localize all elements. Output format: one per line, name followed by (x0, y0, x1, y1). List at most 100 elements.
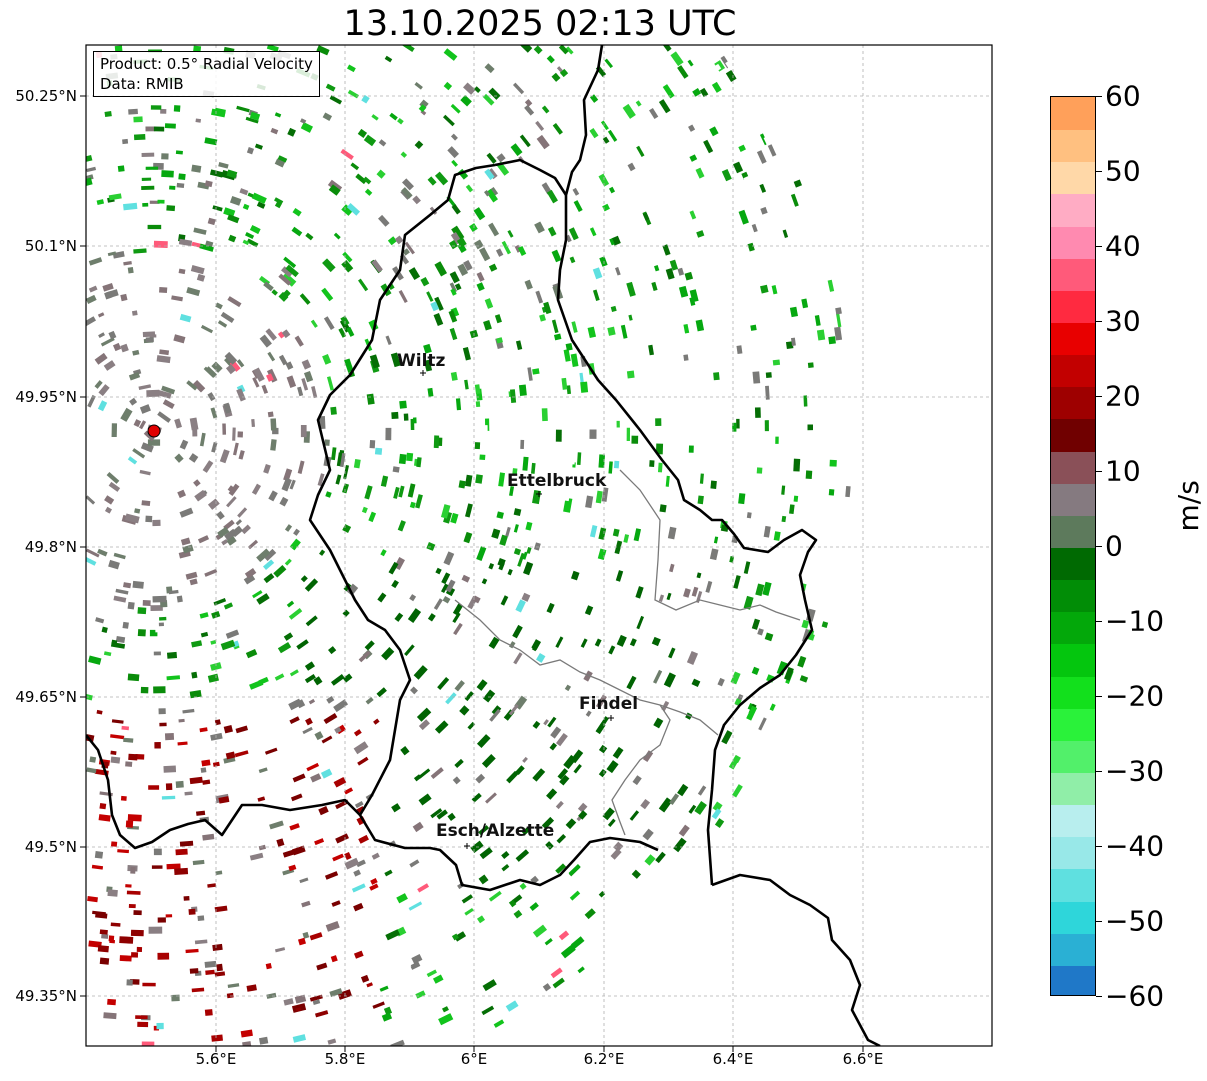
echo-pixel (608, 186, 616, 194)
echo-pixel (781, 515, 787, 523)
echo-pixel (342, 524, 352, 533)
echo-pixel (508, 899, 517, 908)
x-axis-label: 6.4°E (712, 1050, 754, 1068)
echo-pixel (384, 869, 393, 877)
echo-pixel (442, 596, 451, 604)
echo-pixel (373, 718, 380, 725)
echo-pixel (86, 177, 93, 187)
city-markers (420, 370, 614, 849)
echo-pixel (470, 862, 483, 874)
echo-pixel (451, 933, 459, 941)
echo-pixel (353, 729, 362, 737)
echo-pixel (205, 366, 217, 378)
echo-pixel (333, 316, 339, 324)
echo-pixel (424, 1013, 432, 1022)
echo-pixel (236, 388, 246, 402)
echo-pixel (784, 666, 794, 681)
echo-pixel (564, 684, 572, 692)
echo-pixel (137, 607, 147, 615)
echo-pixel (464, 691, 474, 702)
echo-pixel (353, 869, 361, 877)
echo-pixel (391, 803, 401, 813)
echo-pixel (353, 902, 364, 912)
echo-pixel (653, 669, 663, 684)
echo-pixel (703, 186, 715, 201)
echo-pixel (196, 273, 206, 282)
colorbar-band (1051, 675, 1095, 709)
echo-pixel (542, 983, 552, 992)
echo-pixel (103, 651, 112, 657)
echo-pixel (513, 652, 523, 665)
echo-pixel (302, 931, 310, 939)
echo-pixel (354, 800, 364, 809)
echo-pixel (343, 464, 350, 480)
echo-pixel (544, 938, 553, 946)
echo-pixel (391, 411, 399, 420)
echo-pixel (697, 785, 707, 796)
echo-pixel (556, 66, 563, 73)
echo-pixel (110, 734, 125, 740)
echo-pixel (474, 442, 481, 450)
echo-pixel (500, 595, 509, 606)
echo-pixel (197, 535, 210, 544)
echo-pixel (97, 945, 109, 953)
echo-pixel (322, 354, 332, 365)
echo-pixel (174, 418, 182, 429)
echo-pixel (418, 104, 427, 113)
echo-pixel (305, 615, 318, 627)
echo-pixel (274, 112, 282, 118)
echo-pixel (569, 450, 576, 465)
echo-pixel (579, 372, 584, 383)
echo-pixel (712, 801, 723, 812)
echo-pixel (148, 785, 160, 790)
echo-pixel (111, 719, 124, 724)
echo-pixel (445, 692, 457, 705)
echo-pixel (691, 586, 699, 597)
echo-pixel (177, 489, 186, 499)
echo-pixel (321, 287, 334, 302)
echo-pixel (401, 187, 413, 199)
echo-pixel (801, 619, 810, 629)
echo-pixel (289, 716, 300, 725)
echo-pixel (258, 844, 266, 851)
echo-pixel (369, 440, 376, 449)
echo-pixel (476, 734, 491, 749)
echo-pixel (692, 88, 702, 97)
echo-pixel (496, 511, 504, 519)
echo-pixel (323, 316, 335, 330)
echo-pixel (112, 342, 122, 352)
colorbar-band (1051, 129, 1095, 163)
echo-pixel (568, 864, 581, 876)
echo-pixel (534, 221, 545, 234)
echo-pixel (242, 203, 250, 211)
echo-pixel (256, 593, 270, 605)
y-axis-label: 50.25°N (15, 87, 77, 105)
echo-pixel (597, 548, 607, 561)
echo-pixel (687, 59, 694, 67)
echo-pixel (163, 765, 177, 773)
echo-pixel (450, 288, 457, 296)
echo-pixel (211, 108, 226, 118)
echo-pixel (199, 432, 206, 447)
echo-pixel (229, 195, 242, 206)
echo-pixel (442, 1006, 449, 1013)
echo-pixel (651, 281, 658, 292)
echo-pixel (189, 689, 202, 699)
y-axis-label: 49.8°N (24, 538, 77, 556)
echo-pixel (550, 967, 563, 979)
echo-pixel (423, 472, 433, 484)
colorbar-band (1051, 354, 1095, 388)
echo-pixel (236, 359, 245, 368)
echo-pixel (519, 134, 531, 148)
colorbar-tick-mark (1096, 771, 1102, 772)
echo-pixel (450, 133, 458, 141)
echo-pixel (594, 638, 602, 647)
echo-pixel (338, 327, 347, 338)
echo-pixel (226, 992, 234, 999)
echo-pixel (195, 118, 202, 123)
echo-pixel (491, 705, 502, 716)
echo-pixel (201, 759, 211, 767)
echo-pixel (807, 362, 814, 368)
echo-pixel (197, 915, 205, 921)
